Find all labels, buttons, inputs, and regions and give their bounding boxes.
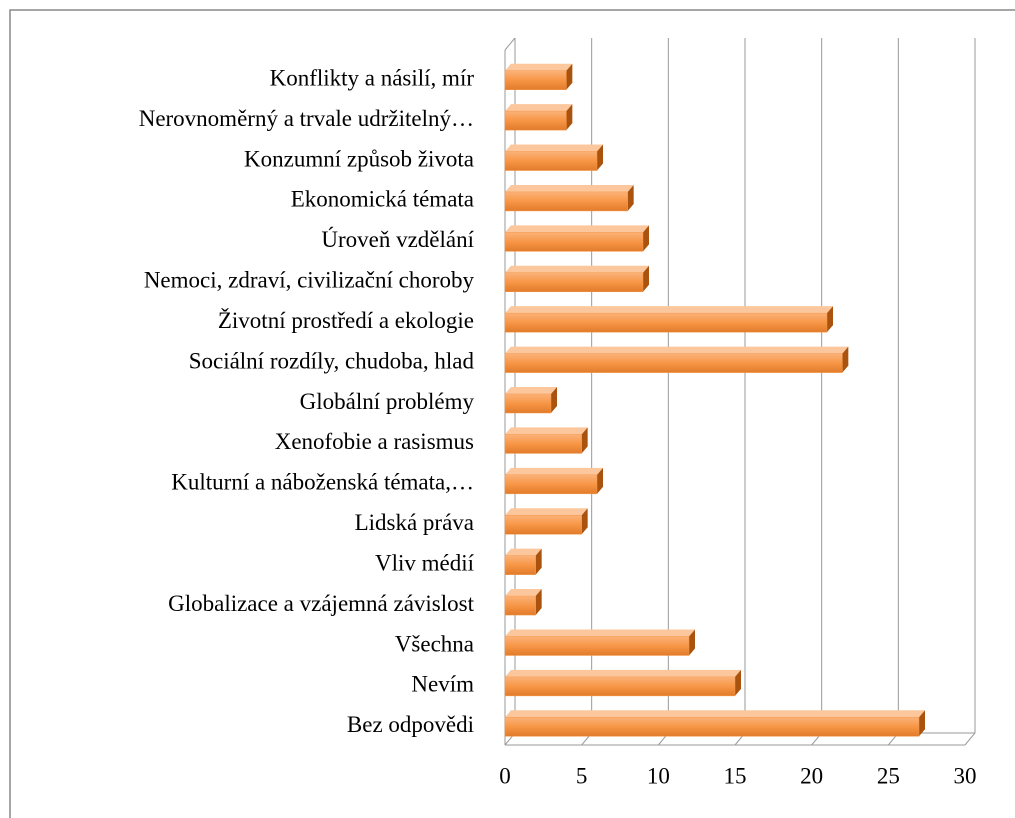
y-tick-label: Životní prostředí a ekologie <box>218 308 474 333</box>
bar <box>504 595 536 616</box>
x-tick-label: 5 <box>576 763 588 788</box>
y-tick-label: Globalizace a vzájemná závislost <box>168 591 474 616</box>
bar-top <box>505 548 542 556</box>
bar-side <box>566 104 573 131</box>
bar-side <box>581 427 588 454</box>
bar-top <box>505 710 925 718</box>
bar-side <box>597 467 603 494</box>
bar <box>504 555 536 575</box>
y-tick-label: Xenofobie a rasismus <box>275 429 474 454</box>
bar <box>504 717 920 737</box>
y-tick-label: Konflikty a násilí, mír <box>270 65 475 90</box>
bar-side <box>597 144 603 171</box>
bar <box>504 353 843 373</box>
chart-frame <box>9 9 1015 818</box>
y-tick-label: Bez odpovědi <box>347 712 474 737</box>
bar-top <box>505 63 573 71</box>
y-tick-label: Konzumní způsob života <box>244 146 474 171</box>
x-tick-label: 25 <box>877 763 900 788</box>
bar-side <box>535 589 542 616</box>
bar <box>504 474 598 495</box>
bar <box>504 312 828 333</box>
bar <box>504 70 567 90</box>
y-tick-label: Všechna <box>395 631 474 656</box>
grid-line <box>887 38 899 746</box>
bar-top <box>505 306 833 314</box>
bar-top <box>505 265 649 273</box>
bar-top <box>505 589 542 597</box>
bar-side <box>581 508 588 535</box>
y-tick-label: Sociální rozdíly, chudoba, hlad <box>189 348 475 373</box>
bar <box>504 676 736 697</box>
y-tick-label: Nerovnoměrný a trvale udržitelný… <box>139 106 474 131</box>
bar-top <box>505 104 573 112</box>
bar-top <box>505 144 603 152</box>
bar-top <box>505 427 588 435</box>
bar-side <box>689 629 695 656</box>
bar <box>504 434 582 454</box>
bar-top <box>505 508 588 516</box>
bar-top <box>505 225 649 233</box>
bar-top <box>505 346 849 354</box>
bar <box>504 191 628 212</box>
y-tick-label: Kulturní a náboženská témata,… <box>171 470 474 495</box>
bar-side <box>827 306 833 333</box>
bar <box>504 393 552 414</box>
bar-side <box>643 225 649 252</box>
bar-side <box>842 346 849 373</box>
bar <box>504 232 644 252</box>
bar-side <box>551 387 557 413</box>
bar <box>504 636 690 656</box>
x-tick-label: 0 <box>499 763 511 788</box>
bar-side <box>735 669 741 696</box>
bar <box>504 514 582 535</box>
x-tick-label: 10 <box>647 763 670 788</box>
x-tick-label: 15 <box>724 763 747 788</box>
bar-side <box>643 265 649 292</box>
y-tick-label: Nevím <box>411 672 474 697</box>
bar <box>504 272 644 293</box>
bar-side <box>627 184 634 211</box>
y-tick-label: Globální problémy <box>300 389 475 414</box>
bar-top <box>505 669 741 677</box>
bar-top <box>505 387 557 394</box>
grid-line <box>811 38 823 746</box>
y-tick-label: Ekonomická témata <box>291 187 474 212</box>
y-tick-label: Lidská práva <box>355 510 474 535</box>
bar-top <box>505 629 695 637</box>
grid-line <box>734 38 746 746</box>
x-tick-label: 30 <box>954 763 977 788</box>
wall-top <box>504 37 516 51</box>
bar-top <box>505 467 603 475</box>
grid-line <box>964 38 976 746</box>
y-tick-label: Úroveň vzdělání <box>321 226 474 252</box>
bar-side <box>566 63 573 90</box>
bar <box>504 110 567 131</box>
y-tick-label: Vliv médií <box>375 550 475 575</box>
bar-top <box>505 184 634 192</box>
bar-side <box>535 548 542 575</box>
x-tick-label: 20 <box>800 763 823 788</box>
bar-side <box>919 710 925 737</box>
y-tick-label: Nemoci, zdraví, civilizační choroby <box>144 268 475 293</box>
bar <box>504 151 598 171</box>
